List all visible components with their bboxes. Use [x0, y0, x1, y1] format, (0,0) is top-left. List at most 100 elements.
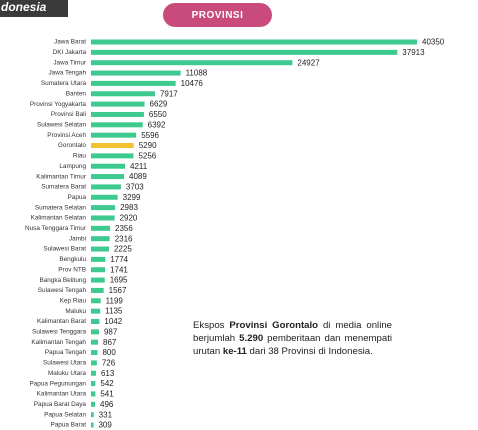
province-button-label[interactable]: PROVINSI [192, 10, 244, 21]
annotation-text: Provinsi Gorontalo [229, 320, 319, 331]
value-label: 40350 [422, 38, 445, 47]
category-label: Lampung [59, 163, 86, 170]
bar [91, 412, 94, 418]
value-label: 1774 [110, 255, 128, 264]
bar [91, 184, 121, 190]
value-label: 37913 [402, 48, 425, 57]
value-label: 2316 [115, 234, 133, 243]
annotation: Ekspos Provinsi Gorontalo di media onlin… [193, 319, 392, 358]
bar [91, 49, 398, 55]
value-label: 7917 [160, 89, 178, 98]
bar [91, 70, 181, 76]
bar [91, 205, 116, 211]
province-button[interactable] [163, 3, 272, 27]
category-label: Papua Barat Daya [34, 401, 87, 408]
category-label: Kalimantan Tengah [31, 339, 86, 346]
category-label: Prov NTB [58, 266, 86, 273]
category-label: Sumatera Utara [41, 80, 87, 87]
value-label: 3299 [123, 193, 141, 202]
category-label: Kalimantan Utara [37, 391, 87, 398]
bar [91, 111, 144, 117]
bar [91, 174, 125, 180]
value-label: 613 [101, 369, 115, 378]
category-label: Sumatera Barat [41, 184, 86, 191]
value-label: 1042 [104, 317, 122, 326]
value-label: 5596 [141, 131, 159, 140]
bar [91, 381, 96, 387]
value-label: 542 [100, 379, 114, 388]
category-label: Papua Tengah [45, 349, 87, 356]
bar [91, 225, 111, 231]
annotation-text: dari 38 Provinsi di Indonesia. [246, 346, 373, 357]
bar [91, 101, 145, 107]
category-label: Maluku [65, 308, 86, 315]
bar [91, 308, 101, 314]
value-label: 24927 [297, 58, 320, 67]
category-label: Papua [68, 194, 87, 201]
value-label: 2920 [120, 214, 138, 223]
bar [91, 401, 96, 407]
category-label: Kep Riau [60, 297, 87, 304]
category-label: Riau [73, 153, 87, 160]
category-label: Bengkulu [59, 256, 86, 263]
bar [91, 153, 134, 159]
category-label: DKI Jakarta [53, 49, 87, 56]
category-label: Jawa Barat [54, 39, 86, 46]
value-label: 1695 [110, 276, 128, 285]
category-label: Maluku Utara [48, 370, 86, 377]
value-label: 5256 [138, 151, 156, 160]
value-label: 2225 [114, 245, 132, 254]
category-label: Sumatera Selatan [35, 204, 87, 211]
bar [91, 422, 94, 428]
bar [91, 360, 97, 366]
value-label: 6550 [149, 110, 167, 119]
category-label: Jawa Timur [53, 59, 87, 66]
bar [91, 370, 96, 376]
bar [91, 80, 176, 86]
category-label: Papua Pegunungan [29, 380, 86, 387]
category-label: Sulawesi Selatan [37, 121, 86, 128]
annotation-text: ke-11 [222, 346, 247, 357]
value-label: 10476 [181, 79, 204, 88]
annotation-text: pemberitaan dan menempati urutan [193, 333, 392, 357]
bar [91, 122, 143, 128]
value-label: 5290 [139, 141, 157, 150]
category-label: Sulawesi Utara [43, 360, 86, 367]
bar [91, 163, 126, 169]
category-label: Nusa Tenggara Timur [25, 225, 87, 232]
bar [91, 339, 99, 345]
bar [91, 194, 118, 200]
bar [91, 277, 105, 283]
value-label: 2356 [115, 224, 133, 233]
category-label: Provinsi Aceh [47, 132, 86, 139]
category-label: Sulawesi Tenggara [32, 329, 86, 336]
category-label: Kalimantan Barat [37, 318, 86, 325]
bar [91, 39, 417, 45]
bar [91, 350, 98, 356]
bar [91, 391, 96, 397]
header-bg [0, 0, 68, 17]
bar [91, 60, 293, 66]
bar [91, 318, 100, 324]
category-label: Provinsi Bali [51, 111, 86, 118]
value-label: 2983 [120, 203, 138, 212]
value-label: 4089 [129, 172, 147, 181]
value-label: 11088 [186, 69, 208, 78]
category-label: Papua Barat [50, 422, 86, 429]
bar [91, 132, 137, 138]
category-label: Gorontalo [58, 142, 87, 149]
value-label: 541 [100, 390, 114, 399]
value-label: 309 [98, 421, 112, 430]
category-label: Kalimantan Timur [36, 173, 87, 180]
value-label: 6392 [148, 120, 166, 129]
value-label: 867 [103, 338, 117, 347]
category-label: Papua Selatan [44, 411, 86, 418]
bar [91, 267, 106, 273]
value-label: 1741 [110, 265, 128, 274]
category-label: Jambi [69, 235, 86, 242]
category-label: Kalimantan Selatan [31, 215, 87, 222]
header-fragment: donesia [1, 0, 47, 14]
category-label: Bangka Belitung [39, 277, 86, 284]
